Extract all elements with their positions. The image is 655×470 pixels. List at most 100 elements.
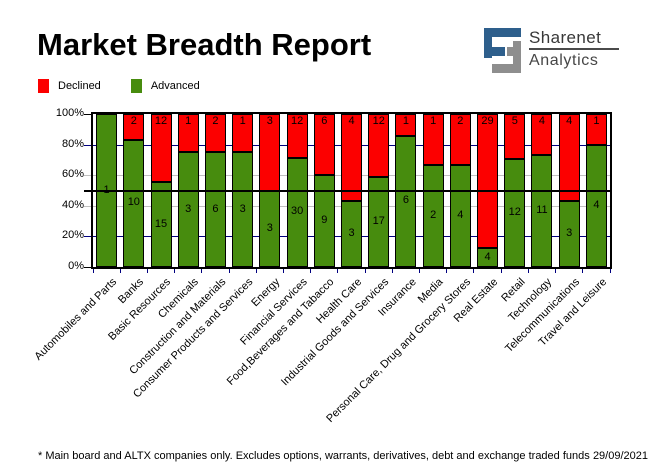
footnote: * Main board and ALTX companies only. Ex… [38,450,590,462]
x-axis-tick [310,269,312,273]
declined-count-label: 2 [457,115,464,127]
bar-segment-declined [531,114,553,155]
bar-segment-declined [477,114,499,249]
report-date: 29/09/2021 [592,450,648,462]
advanced-count-label: 3 [348,227,355,240]
bar-segment-advanced [123,139,145,267]
bar-segment-declined [286,114,308,158]
x-axis-tick [609,269,611,273]
y-axis-label: 60% [61,168,84,181]
bar-segment-declined [504,114,526,159]
advanced-count-label: 3 [239,202,246,215]
advanced-count-label: 1 [103,183,110,196]
legend-label-advanced: Advanced [150,80,200,92]
x-axis-tick [582,269,584,273]
bar-segment-declined [341,114,362,202]
declined-count-label: 4 [538,115,546,127]
y-axis-tick [84,144,91,146]
y-axis-label: 80% [61,137,84,150]
fifty-percent-line [84,189,610,192]
chart-legend: Declined Advanced [38,79,200,93]
y-axis-label: 40% [61,198,84,211]
plot-area: 1 Automobiles and Parts 2 10 Banks 12 15 Basic … [32,112,612,425]
category-label-text: Automobiles and Parts [32,276,120,363]
advanced-count-label: 10 [127,196,140,209]
x-axis-tick [473,269,475,273]
declined-count-label: 1 [593,115,600,127]
x-axis-tick [255,269,257,273]
advanced-count-label: 9 [321,214,328,227]
sharenet-logo-icon [484,28,521,73]
x-axis-tick [146,269,148,273]
advanced-count-label: 3 [566,227,573,240]
declined-count-label: 3 [266,115,273,127]
bar-segment-declined [123,114,145,140]
bar-segment-advanced [585,144,607,267]
y-axis-tick [84,267,91,268]
bar-segment-advanced [558,201,580,267]
x-axis-tick [228,269,230,273]
bar-segment-advanced [286,157,308,267]
declined-count-label: 1 [430,115,437,127]
declined-count-label: 5 [511,115,518,127]
bar-segment-advanced [177,152,199,267]
bar-segment-declined [558,114,580,202]
declined-count-label: 1 [239,115,246,127]
y-axis-tick [84,114,91,115]
advanced-count-label: 4 [593,198,600,211]
declined-count-label: 2 [130,115,137,127]
declined-count-label: 4 [348,115,355,127]
x-axis-tick [391,269,393,273]
declined-count-label: 29 [481,115,494,127]
x-axis-tick [337,269,339,273]
declined-count-label: 12 [290,115,304,127]
bar-segment-declined [150,114,172,182]
advanced-count-label: 11 [536,203,548,216]
advanced-count-label: 4 [484,250,491,263]
x-axis-tick [419,269,421,273]
y-axis-tick [84,175,91,177]
bar-segment-declined [395,114,417,136]
bar-segment-advanced [150,182,172,267]
advanced-count-label: 17 [372,215,385,228]
bar-segment-declined [585,114,607,145]
x-axis-tick [92,269,94,273]
bar-segment-declined [204,114,226,153]
bar-segment-declined [232,114,254,153]
bar-segment-advanced [477,248,499,267]
legend-label-declined: Declined [58,80,101,92]
advanced-count-label: 3 [266,221,273,234]
bar-segment-advanced [341,201,362,267]
x-axis-tick [201,269,203,273]
advanced-count-label: 3 [185,202,192,215]
declined-count-label: 2 [212,115,219,127]
y-axis-tick [84,236,91,238]
advanced-count-label: 6 [402,194,409,207]
bar-segment-advanced [395,135,417,267]
declined-count-label: 12 [372,115,385,127]
declined-count-label: 1 [185,115,192,127]
advanced-count-label: 30 [290,205,304,218]
legend-item-declined: Declined [38,79,101,93]
logo-divider [529,48,619,50]
bar-segment-declined [313,114,335,176]
x-axis-tick [174,269,176,273]
declined-count-label: 12 [154,115,168,127]
bar-segment-advanced [531,154,553,267]
x-axis-tick [282,269,284,273]
logo-line1: Sharenet [529,28,602,47]
declined-count-label: 4 [566,115,573,127]
advanced-count-label: 15 [154,217,168,230]
advanced-count-label: 4 [457,209,464,221]
logo-text: Sharenet Analytics [529,28,619,73]
declined-count-label: 6 [321,115,328,127]
bar-segment-advanced [232,152,254,267]
advanced-count-label: 2 [430,209,437,221]
advanced-count-label: 6 [212,202,219,215]
x-axis-tick [527,269,529,273]
x-axis-tick [500,269,502,273]
advanced-color-swatch [130,79,142,93]
declined-count-label: 1 [402,115,409,127]
x-axis-tick [446,269,448,273]
bar-segment-advanced [368,177,390,267]
